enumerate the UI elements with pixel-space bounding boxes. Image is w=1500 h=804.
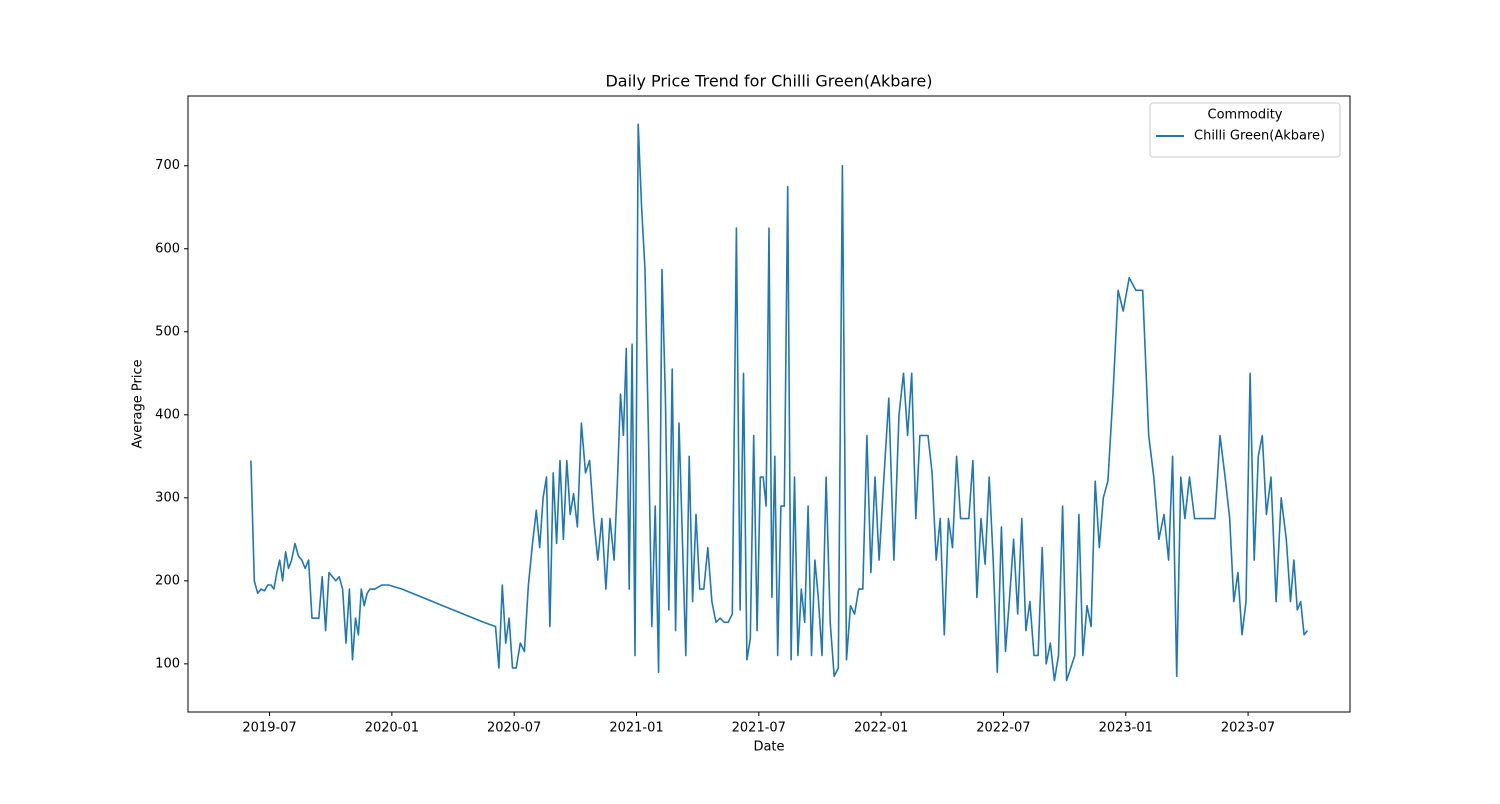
x-tick-label: 2023-07 bbox=[1221, 721, 1275, 736]
y-axis-label: Average Price bbox=[131, 359, 146, 448]
plot-frame bbox=[187, 95, 1351, 713]
y-tick-label: 300 bbox=[155, 490, 180, 505]
y-tick-label: 400 bbox=[155, 407, 180, 422]
line-series bbox=[250, 123, 1309, 682]
chart-title: Daily Price Trend for Chilli Green(Akbar… bbox=[605, 72, 932, 91]
x-tick-label: 2023-01 bbox=[1099, 721, 1153, 736]
x-tick-label: 2021-07 bbox=[732, 721, 786, 736]
x-tick-label: 2020-01 bbox=[365, 721, 419, 736]
legend-label: Chilli Green(Akbare) bbox=[1194, 129, 1325, 144]
x-tick-label: 2020-07 bbox=[487, 721, 541, 736]
y-tick-label: 600 bbox=[155, 241, 180, 256]
x-tick-label: 2021-01 bbox=[609, 721, 663, 736]
x-tick-label: 2022-01 bbox=[854, 721, 908, 736]
legend-title: Commodity bbox=[1208, 108, 1283, 123]
x-tick-label: 2022-07 bbox=[976, 721, 1030, 736]
y-tick-label: 500 bbox=[155, 324, 180, 339]
y-tick-label: 100 bbox=[155, 656, 180, 671]
y-tick-label: 700 bbox=[155, 158, 180, 173]
x-axis-label: Date bbox=[753, 740, 784, 755]
legend-box bbox=[1149, 102, 1341, 158]
x-tick-label: 2019-07 bbox=[242, 721, 296, 736]
y-tick-label: 200 bbox=[155, 573, 180, 588]
